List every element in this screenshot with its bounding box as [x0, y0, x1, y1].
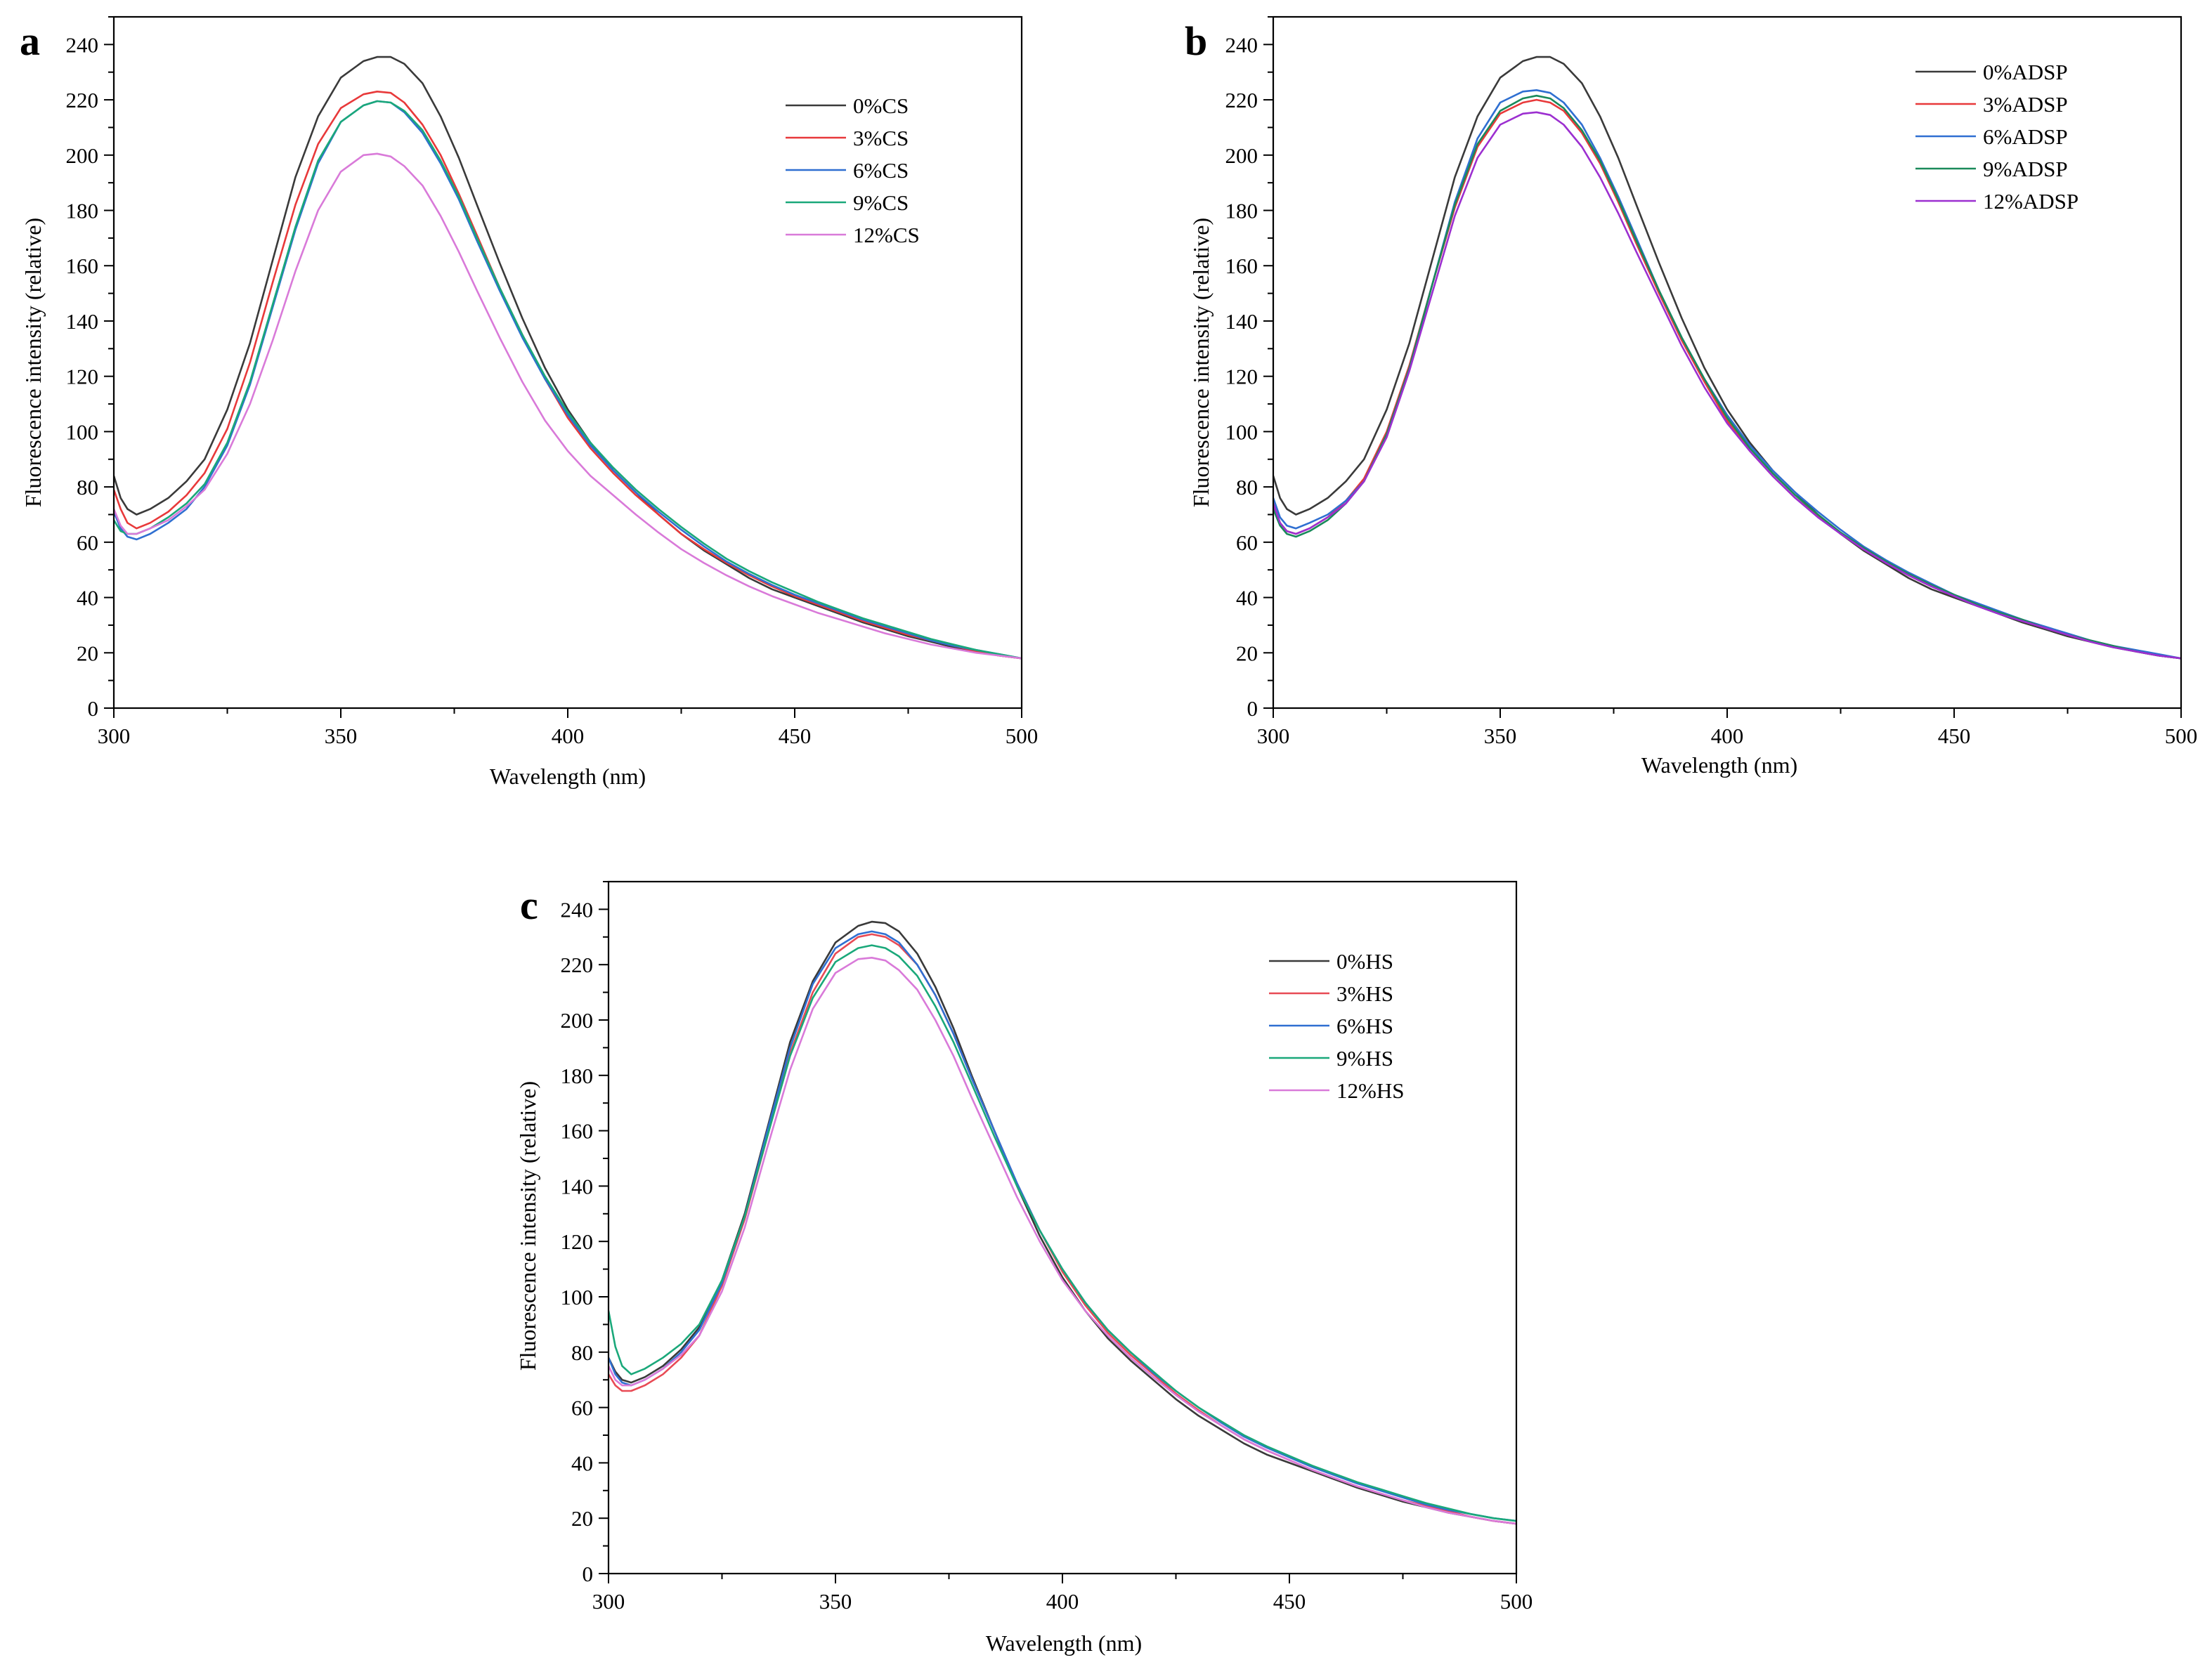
y-tick-label-c-4: 80 [571, 1340, 593, 1365]
y-tick-label-b-2: 40 [1236, 586, 1258, 610]
legend-label-c-1: 3%HS [1336, 981, 1393, 1006]
panel-b: b Wavelength (nm) Fluorescence intensity… [1185, 15, 2198, 778]
y-tick-label-c-12: 240 [561, 897, 594, 922]
y-tick-label-a-11: 220 [66, 88, 99, 112]
legend-label-a-3: 9%CS [853, 190, 909, 215]
y-tick-label-c-9: 180 [561, 1064, 594, 1088]
legend-label-a-4: 12%CS [853, 223, 920, 247]
x-tick-label-b-3: 450 [1938, 724, 1971, 748]
panel-letter-b: b [1185, 18, 1207, 64]
y-tick-label-c-0: 0 [583, 1562, 594, 1586]
y-tick-label-a-0: 0 [88, 696, 99, 721]
x-axis-title-b: Wavelength (nm) [1641, 752, 1797, 778]
x-tick-label-a-4: 500 [1006, 724, 1039, 748]
series-line-b-1 [1273, 98, 2181, 660]
y-tick-label-a-1: 20 [77, 641, 98, 665]
legend-b: 0%ADSP 3%ADSP 6%ADSP 9%ADSP 12%ADSP [1915, 60, 2078, 214]
y-tick-label-a-7: 140 [66, 309, 99, 334]
y-tick-label-b-6: 120 [1225, 365, 1258, 389]
x-axis-title-a: Wavelength (nm) [490, 764, 646, 789]
series-line-c-2 [609, 930, 1516, 1522]
x-tick-label-b-0: 300 [1257, 724, 1290, 748]
series-lines-a [114, 55, 1022, 660]
x-tick-label-a-0: 300 [98, 724, 131, 748]
y-tick-label-b-8: 160 [1225, 254, 1258, 278]
legend-a: 0%CS 3%CS 6%CS 9%CS 12%CS [786, 93, 920, 247]
y-tick-label-a-12: 240 [66, 32, 99, 57]
panel-c: c Wavelength (nm) Fluorescence intensity… [515, 880, 1533, 1656]
legend-label-c-2: 6%HS [1336, 1014, 1393, 1038]
y-tick-label-b-10: 200 [1225, 143, 1258, 168]
x-tick-label-a-1: 350 [325, 724, 358, 748]
y-tick-label-b-11: 220 [1225, 88, 1258, 112]
y-tick-label-b-12: 240 [1225, 32, 1258, 57]
y-tick-label-a-8: 160 [66, 254, 99, 278]
x-tick-label-c-4: 500 [1500, 1589, 1533, 1614]
y-tick-label-c-8: 160 [561, 1119, 594, 1144]
panel-a: a Wavelength (nm) Fluorescence intensity… [20, 15, 1039, 789]
legend-label-b-0: 0%ADSP [1983, 60, 2068, 84]
x-tick-label-c-2: 400 [1046, 1589, 1079, 1614]
y-tick-label-a-9: 180 [66, 199, 99, 223]
legend-label-b-3: 9%ADSP [1983, 157, 2068, 181]
series-line-a-0 [114, 55, 1022, 660]
x-axis-title-c: Wavelength (nm) [986, 1630, 1142, 1656]
series-line-b-4 [1273, 111, 2181, 660]
x-tick-label-b-4: 500 [2165, 724, 2198, 748]
legend-label-a-2: 6%CS [853, 158, 909, 183]
y-tick-label-c-3: 60 [571, 1396, 593, 1420]
x-tick-label-b-1: 350 [1484, 724, 1517, 748]
y-tick-label-a-2: 40 [77, 586, 98, 610]
legend-label-b-1: 3%ADSP [1983, 92, 2068, 117]
series-line-c-0 [609, 920, 1516, 1525]
y-tick-label-c-2: 40 [571, 1451, 593, 1475]
legend-label-a-1: 3%CS [853, 126, 909, 150]
series-line-a-4 [114, 152, 1022, 660]
x-tick-label-c-0: 300 [592, 1589, 625, 1614]
y-axis-title-c: Fluorescence intensity (relative) [515, 1081, 540, 1371]
panel-letter-a: a [20, 18, 40, 64]
y-tick-label-c-10: 200 [561, 1008, 594, 1033]
series-line-a-2 [114, 100, 1022, 660]
legend-label-c-3: 9%HS [1336, 1046, 1393, 1071]
series-lines-c [609, 920, 1516, 1525]
y-tick-label-b-1: 20 [1236, 641, 1258, 665]
y-tick-label-b-0: 0 [1247, 696, 1258, 721]
y-tick-label-a-4: 80 [77, 475, 98, 499]
legend-label-c-0: 0%HS [1336, 949, 1393, 974]
series-line-a-3 [114, 100, 1022, 660]
y-tick-label-a-3: 60 [77, 530, 98, 555]
y-tick-label-b-5: 100 [1225, 419, 1258, 444]
legend-label-b-4: 12%ADSP [1983, 189, 2078, 214]
y-axis-title-b: Fluorescence intensity (relative) [1188, 218, 1214, 507]
y-tick-label-a-6: 120 [66, 365, 99, 389]
y-tick-label-b-4: 80 [1236, 475, 1258, 499]
x-tick-label-a-2: 400 [552, 724, 585, 748]
y-tick-label-c-7: 140 [561, 1174, 594, 1198]
legend-label-b-2: 6%ADSP [1983, 124, 2068, 149]
y-tick-label-b-7: 140 [1225, 309, 1258, 334]
y-axis-title-a: Fluorescence intensity (relative) [20, 218, 46, 507]
x-tick-label-a-3: 450 [779, 724, 812, 748]
series-line-c-3 [609, 944, 1516, 1522]
y-tick-label-c-11: 220 [561, 953, 594, 977]
x-tick-label-c-3: 450 [1273, 1589, 1306, 1614]
y-tick-label-a-5: 100 [66, 419, 99, 444]
x-tick-label-b-2: 400 [1711, 724, 1744, 748]
legend-label-a-0: 0%CS [853, 93, 909, 118]
series-lines-b [1273, 55, 2181, 660]
x-tick-label-c-1: 350 [819, 1589, 852, 1614]
y-tick-label-c-6: 120 [561, 1229, 594, 1254]
y-tick-label-a-10: 200 [66, 143, 99, 168]
panel-letter-c: c [520, 882, 538, 928]
series-line-c-4 [609, 957, 1516, 1525]
y-tick-label-b-9: 180 [1225, 199, 1258, 223]
legend-label-c-4: 12%HS [1336, 1078, 1404, 1103]
legend-c: 0%HS 3%HS 6%HS 9%HS 12%HS [1269, 949, 1404, 1103]
y-tick-label-b-3: 60 [1236, 530, 1258, 555]
y-tick-label-c-1: 20 [571, 1506, 593, 1531]
y-tick-label-c-5: 100 [561, 1285, 594, 1309]
